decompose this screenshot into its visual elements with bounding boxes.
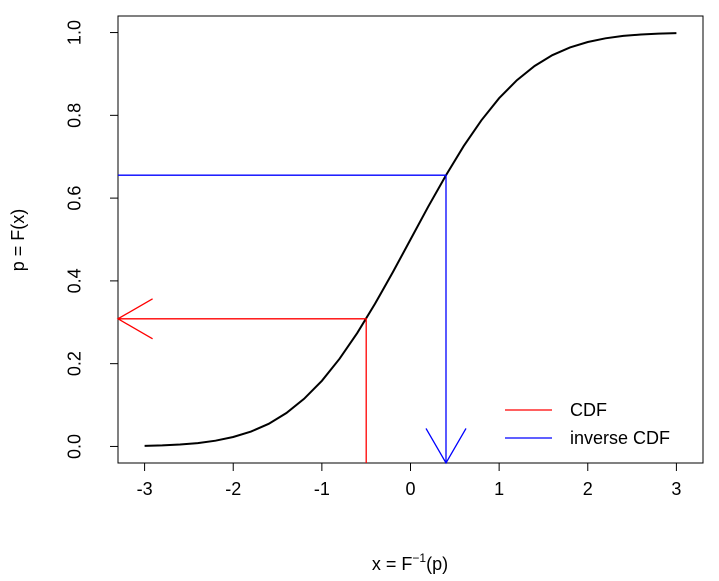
legend-label: CDF — [570, 400, 607, 420]
x-axis: -3 -2 -1 0 1 2 3 — [137, 462, 681, 499]
y-tick-label: 1.0 — [64, 20, 84, 45]
x-axis-label: x = F−1(p) — [372, 551, 448, 574]
cdf-arrow-head — [116, 298, 153, 340]
x-tick-label: -1 — [314, 479, 330, 499]
series-layer — [116, 32, 677, 465]
x-axis-label-tail: (p) — [426, 554, 448, 574]
legend: CDF inverse CDF — [505, 400, 670, 448]
x-tick-label: 3 — [671, 479, 681, 499]
legend-label: inverse CDF — [570, 428, 670, 448]
y-tick-label: 0.0 — [64, 434, 84, 459]
y-tick-label: 0.6 — [64, 186, 84, 211]
x-tick-label: -2 — [225, 479, 241, 499]
x-tick-label: -3 — [137, 479, 153, 499]
cdf-arrow-line — [118, 318, 367, 463]
cdf-curve — [144, 32, 677, 447]
x-tick-label: 2 — [583, 479, 593, 499]
x-tick-label: 1 — [494, 479, 504, 499]
x-axis-label-sup: −1 — [412, 551, 426, 565]
y-axis-label: p = F(x) — [8, 209, 28, 272]
y-tick-label: 0.2 — [64, 351, 84, 376]
x-axis-label-base: x = F — [372, 554, 413, 574]
inverse-cdf-arrow-line — [118, 174, 447, 463]
y-tick-label: 0.8 — [64, 103, 84, 128]
x-tick-label: 0 — [405, 479, 415, 499]
inverse-cdf-arrow-head — [425, 428, 467, 465]
y-axis: 0.0 0.2 0.4 0.6 0.8 1.0 — [64, 20, 119, 459]
y-tick-label: 0.4 — [64, 268, 84, 293]
